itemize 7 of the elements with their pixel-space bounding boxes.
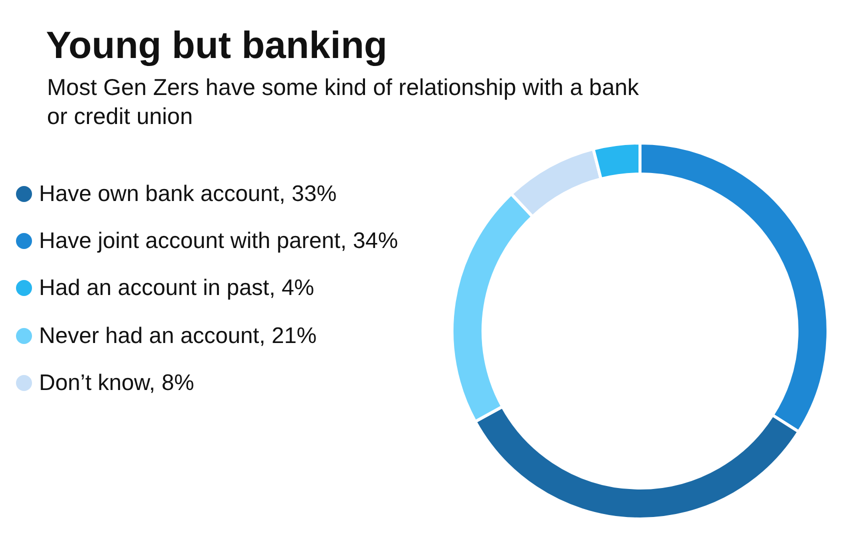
- chart-title: Young but banking: [46, 24, 388, 68]
- legend-label: Have own bank account, 33%: [39, 180, 337, 207]
- legend-label: Have joint account with parent, 34%: [39, 228, 398, 254]
- chart-subtitle: Most Gen Zers have some kind of relationship with a bank or credit union: [47, 73, 640, 131]
- legend-label: Had an account in past, 4%: [39, 275, 314, 302]
- legend-label: Never had an account, 21%: [39, 322, 317, 349]
- legend-label: Don’t know, 8%: [39, 370, 194, 396]
